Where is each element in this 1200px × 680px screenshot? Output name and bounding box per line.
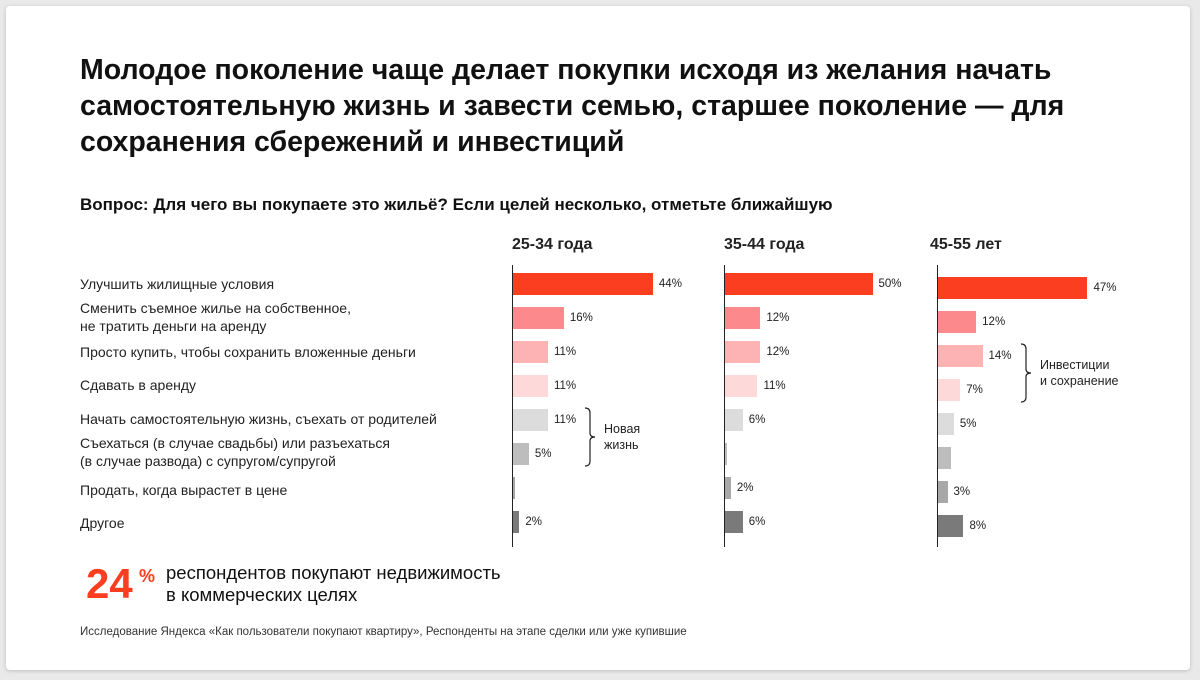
data-label: 11%: [763, 380, 786, 392]
bar: [938, 311, 977, 333]
row-label: Другое: [80, 515, 125, 531]
data-label: 6%: [748, 414, 766, 426]
data-label: 6%: [748, 516, 766, 528]
bracket: [584, 407, 596, 467]
bar: [938, 379, 961, 401]
data-label: 5%: [534, 448, 552, 460]
bar: [513, 477, 515, 499]
data-label: 12%: [766, 312, 790, 324]
bar: [725, 375, 758, 397]
bar: [513, 443, 529, 465]
data-label: 50%: [878, 278, 902, 290]
axis-line: [724, 265, 725, 547]
row-label: Улучшить жилищные условия: [80, 276, 275, 292]
data-label: 11%: [553, 346, 577, 358]
data-label: 2%: [736, 482, 754, 494]
data-label: 3%: [953, 486, 971, 498]
row-label: Сменить съемное жилье на собственное, не…: [80, 300, 351, 334]
bar: [513, 273, 653, 295]
highlight-unit: %: [139, 566, 156, 586]
bar: [513, 341, 548, 363]
bar: [938, 277, 1088, 299]
data-label: 44%: [658, 278, 682, 290]
axis-line: [937, 265, 938, 547]
axis-line: [512, 265, 513, 547]
data-label: 12%: [766, 346, 790, 358]
slide: [6, 6, 1190, 670]
bar: [725, 409, 743, 431]
data-label: 7%: [966, 384, 983, 396]
series-header: 45-55 лет: [930, 236, 1002, 253]
row-label: Сдавать в аренду: [80, 377, 197, 393]
chart-title: Молодое поколение чаще делает покупки ис…: [80, 54, 1065, 158]
bar: [513, 375, 548, 397]
data-label: 11%: [553, 414, 577, 426]
bar: [938, 447, 951, 469]
row-label: Продать, когда вырастет в цене: [80, 482, 288, 498]
bar: [725, 341, 761, 363]
series-header: 35-44 года: [724, 236, 805, 253]
data-label: 16%: [569, 312, 593, 324]
bar: [938, 345, 983, 367]
annotation-text: Инвестиции и сохранение: [1040, 358, 1119, 388]
highlight-number: 24: [86, 560, 133, 607]
bar: [938, 481, 948, 503]
survey-question: Вопрос: Для чего вы покупаете это жильё?…: [80, 195, 833, 214]
bar: [725, 443, 727, 465]
row-label: Съехаться (в случае свадьбы) или разъеха…: [80, 435, 390, 469]
footnote: Исследование Яндекса «Как пользователи п…: [80, 626, 687, 638]
data-label: 12%: [982, 316, 1006, 328]
bar: [938, 413, 954, 435]
data-label: 8%: [969, 520, 987, 532]
bracket: [1020, 343, 1032, 403]
data-label: 5%: [959, 418, 977, 430]
data-label: 11%: [553, 380, 577, 392]
bar: [725, 307, 761, 329]
row-label: Начать самостоятельную жизнь, съехать от…: [80, 411, 437, 427]
bar: [725, 477, 731, 499]
data-label: 14%: [988, 350, 1012, 362]
bar: [513, 307, 564, 329]
series-header: 25-34 года: [512, 236, 593, 253]
annotation-text: Новая жизнь: [604, 422, 641, 452]
bar: [513, 409, 548, 431]
row-label: Просто купить, чтобы сохранить вложенные…: [80, 344, 416, 360]
data-label: 47%: [1093, 282, 1117, 294]
bar: [938, 515, 964, 537]
data-label: 2%: [525, 516, 542, 528]
bar: [725, 511, 743, 533]
highlight-text: респондентов покупают недвижимость в ком…: [166, 562, 501, 605]
bar: [513, 511, 520, 533]
bar: [725, 273, 873, 295]
